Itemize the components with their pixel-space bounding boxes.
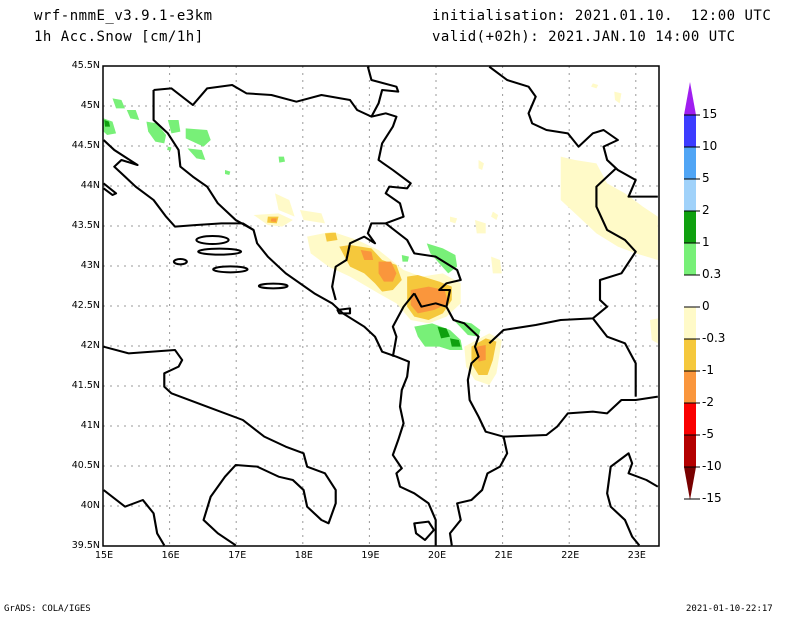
lat-tick-label: 39.5N xyxy=(71,540,100,551)
colorbar-label: 0 xyxy=(702,299,710,313)
lon-tick-label: 20E xyxy=(428,550,447,561)
footer-timestamp: 2021-01-10-22:17 xyxy=(686,604,773,614)
lat-tick-label: 45N xyxy=(80,100,100,111)
colorbar-swatch xyxy=(684,435,696,467)
grid-lines xyxy=(103,66,659,546)
snow-field xyxy=(103,83,658,385)
colorbar-label: -10 xyxy=(702,459,722,473)
colorbar-label: 2 xyxy=(702,203,710,217)
lon-tick-label: 21E xyxy=(494,550,513,561)
snow-orange xyxy=(270,218,486,362)
lat-tick-label: 44N xyxy=(80,180,100,191)
lat-tick-label: 45.5N xyxy=(71,60,100,71)
colorbar-swatch xyxy=(684,403,696,435)
lat-tick-label: 42N xyxy=(80,340,100,351)
colorbar-top-arrow xyxy=(684,82,696,115)
colorbar-swatch xyxy=(684,211,696,243)
valid-time: valid(+02h): 2021.JAN.10 14:00 UTC xyxy=(432,29,736,45)
lat-tick-label: 41N xyxy=(80,420,100,431)
colorbar-label: -0.3 xyxy=(702,331,726,345)
colorbar-label: -1 xyxy=(702,363,714,377)
colorbar-label: -2 xyxy=(702,395,714,409)
colorbar-swatch xyxy=(684,147,696,179)
lon-tick-label: 16E xyxy=(161,550,180,561)
lon-tick-label: 19E xyxy=(361,550,380,561)
lon-tick-label: 15E xyxy=(95,550,114,561)
lat-tick-label: 40.5N xyxy=(71,460,100,471)
snow-dark-green xyxy=(104,119,461,347)
colorbar-label: 5 xyxy=(702,171,710,185)
lat-tick-label: 42.5N xyxy=(71,300,100,311)
colorbar-bottom-arrow xyxy=(684,467,696,500)
colorbar-label: 15 xyxy=(702,107,718,121)
lat-tick-label: 41.5N xyxy=(71,380,100,391)
lon-tick-label: 23E xyxy=(627,550,646,561)
lat-tick-label: 43N xyxy=(80,260,100,271)
init-time: initialisation: 2021.01.10. 12:00 UTC xyxy=(432,8,772,24)
colorbar-swatch xyxy=(684,243,696,275)
colorbar-swatch xyxy=(684,179,696,211)
colorbar-label: -15 xyxy=(702,491,722,505)
lat-tick-label: 43.5N xyxy=(71,220,100,231)
footer-grads-credit: GrADS: COLA/IGES xyxy=(4,604,91,614)
colorbar-swatch xyxy=(684,307,696,339)
colorbar-swatch xyxy=(684,339,696,371)
map-frame xyxy=(102,65,660,547)
colorbar-label: 1 xyxy=(702,235,710,249)
colorbar-swatch xyxy=(684,371,696,403)
coastlines-borders xyxy=(102,65,659,547)
colorbar-label: 10 xyxy=(702,139,718,153)
colorbar-label: -5 xyxy=(702,427,714,441)
lon-tick-label: 22E xyxy=(561,550,580,561)
model-title: wrf-nmmE_v3.9.1-e3km xyxy=(34,8,213,24)
colorbar xyxy=(684,82,700,500)
lon-tick-label: 18E xyxy=(294,550,313,561)
colorbar-label: 0.3 xyxy=(702,267,722,281)
lon-tick-label: 17E xyxy=(228,550,247,561)
colorbar-swatch xyxy=(684,275,696,307)
variable-title: 1h Acc.Snow [cm/1h] xyxy=(34,29,204,45)
lat-tick-label: 44.5N xyxy=(71,140,100,151)
colorbar-swatch xyxy=(684,115,696,147)
lat-tick-label: 40N xyxy=(80,500,100,511)
